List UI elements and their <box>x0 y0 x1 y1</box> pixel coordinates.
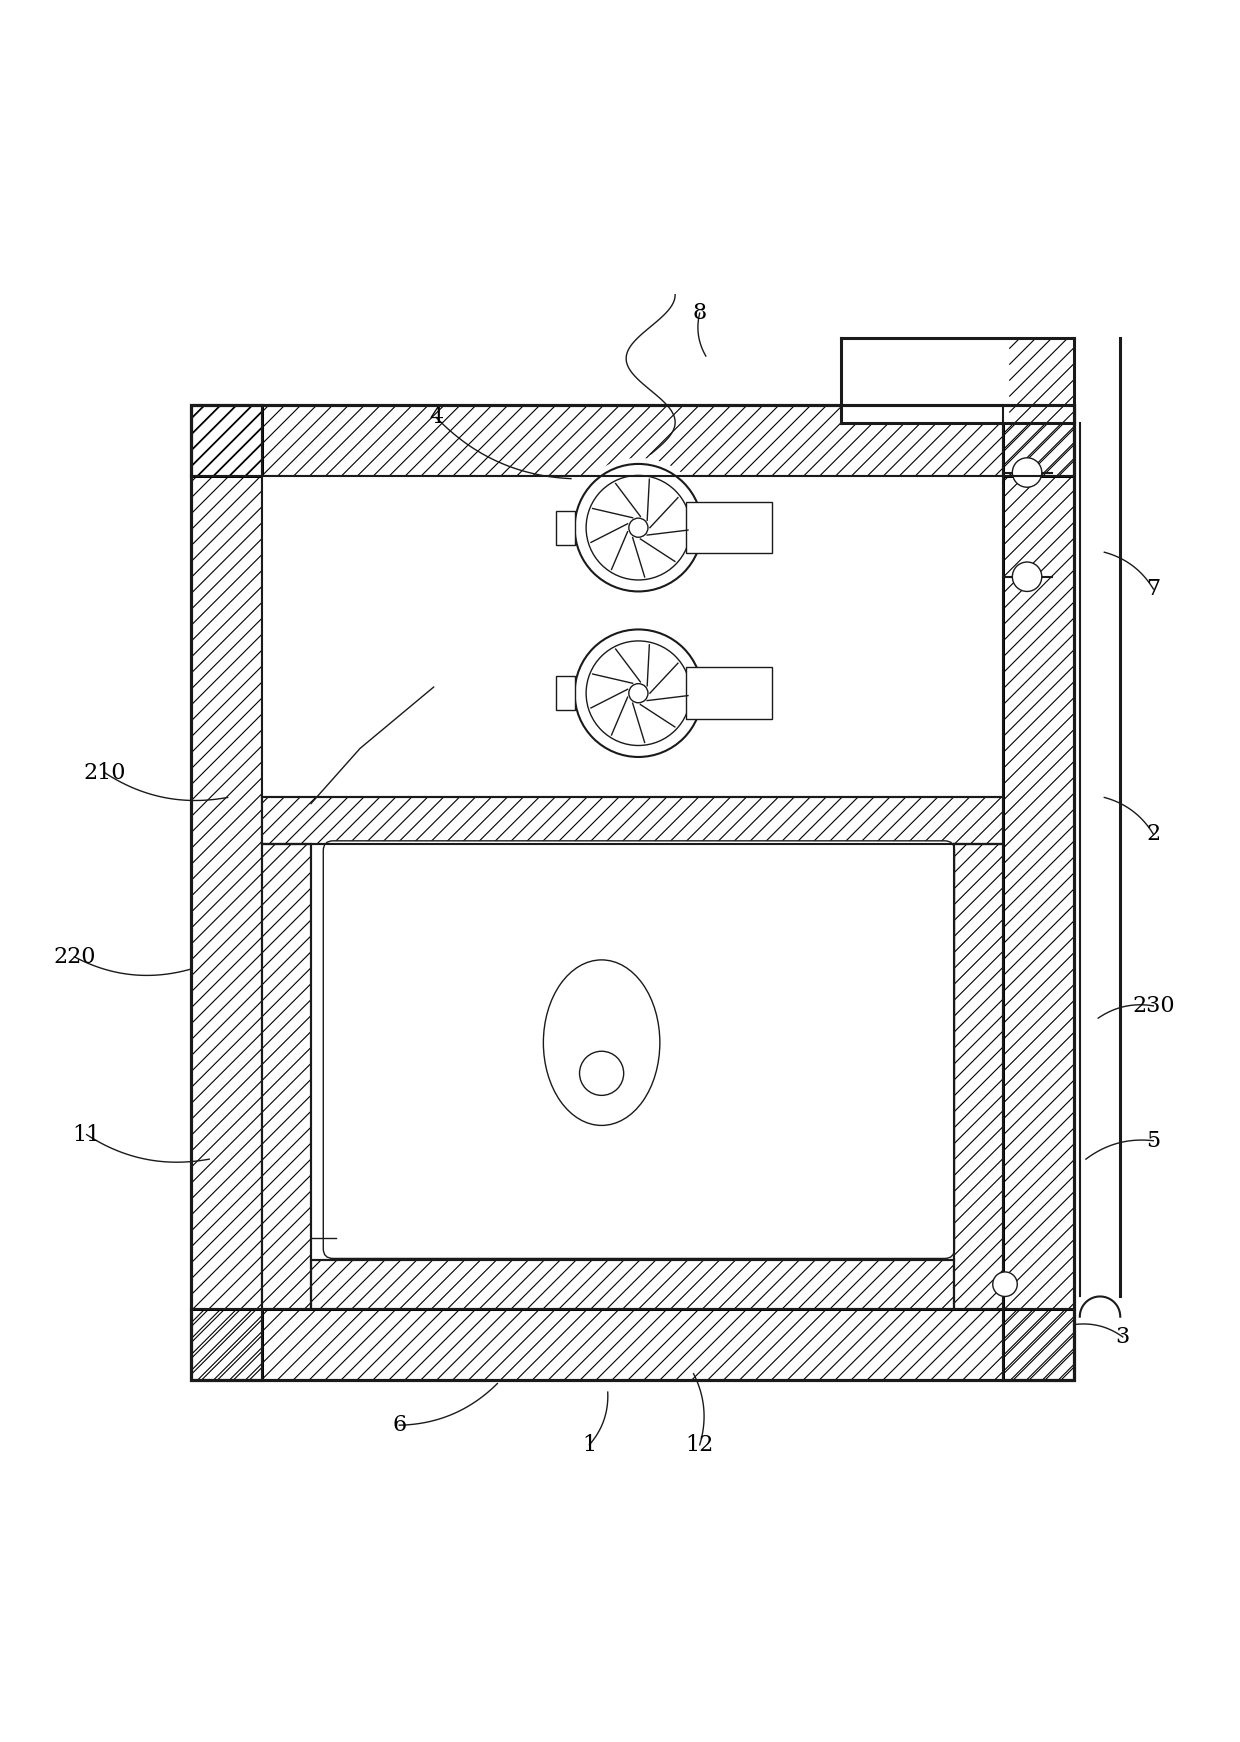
Bar <box>311 1259 954 1308</box>
Bar <box>262 798 1003 845</box>
Bar <box>191 406 1074 1380</box>
Text: 6: 6 <box>392 1415 407 1435</box>
Bar <box>686 502 773 554</box>
Text: 2: 2 <box>1146 824 1161 845</box>
Bar <box>686 667 773 719</box>
Text: 1: 1 <box>583 1434 596 1456</box>
Bar <box>557 510 574 545</box>
Circle shape <box>1012 458 1042 488</box>
Bar <box>262 845 311 1308</box>
Bar <box>191 406 1074 476</box>
Bar <box>191 406 262 1380</box>
Bar <box>311 845 954 1259</box>
Text: 12: 12 <box>686 1434 714 1456</box>
Bar <box>191 1308 1074 1380</box>
Bar <box>686 667 773 719</box>
Bar <box>954 845 1003 1308</box>
Bar <box>311 1259 954 1308</box>
Text: 4: 4 <box>429 406 443 429</box>
Bar <box>1003 406 1074 1380</box>
Text: 7: 7 <box>1146 578 1161 599</box>
Circle shape <box>568 458 708 598</box>
Bar <box>557 676 574 711</box>
Bar <box>557 510 574 545</box>
Text: 3: 3 <box>1116 1326 1130 1348</box>
Bar <box>191 406 262 1380</box>
Circle shape <box>1012 563 1042 592</box>
Bar <box>262 845 311 1308</box>
Bar <box>191 406 1074 1380</box>
Bar <box>954 845 1003 1308</box>
Bar <box>262 476 1003 798</box>
Circle shape <box>993 1272 1017 1296</box>
Bar <box>191 1308 1074 1380</box>
Bar <box>686 502 773 554</box>
FancyBboxPatch shape <box>324 841 955 1258</box>
Bar <box>1003 406 1074 1380</box>
Bar <box>262 798 1003 845</box>
Bar <box>191 406 1074 1380</box>
Text: 220: 220 <box>53 946 95 969</box>
Text: 210: 210 <box>84 761 126 784</box>
Text: 11: 11 <box>72 1124 100 1146</box>
Text: 230: 230 <box>1132 995 1174 1017</box>
Circle shape <box>568 624 708 763</box>
Bar <box>557 676 574 711</box>
Bar <box>262 476 1003 1308</box>
Bar <box>841 338 1074 423</box>
Text: 5: 5 <box>1146 1131 1161 1151</box>
Bar <box>191 406 1074 476</box>
Text: 8: 8 <box>693 301 707 324</box>
